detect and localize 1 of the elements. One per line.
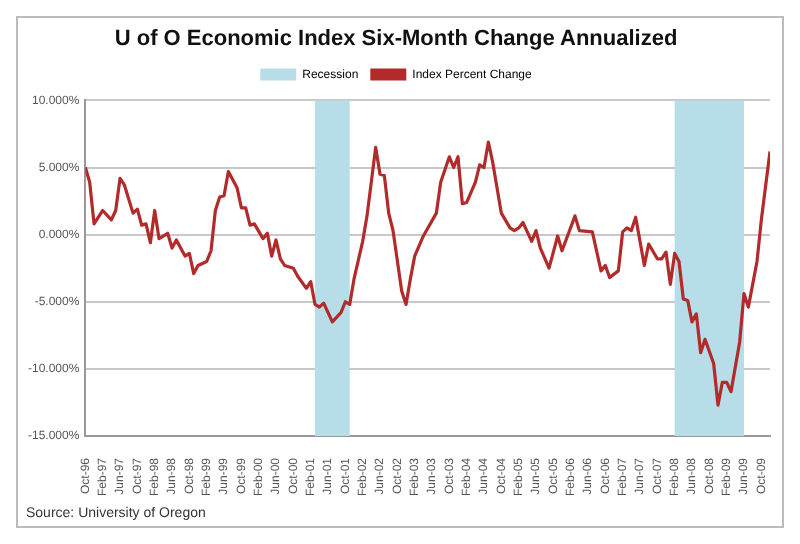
chart-title: U of O Economic Index Six-Month Change Annualized [114, 27, 678, 52]
